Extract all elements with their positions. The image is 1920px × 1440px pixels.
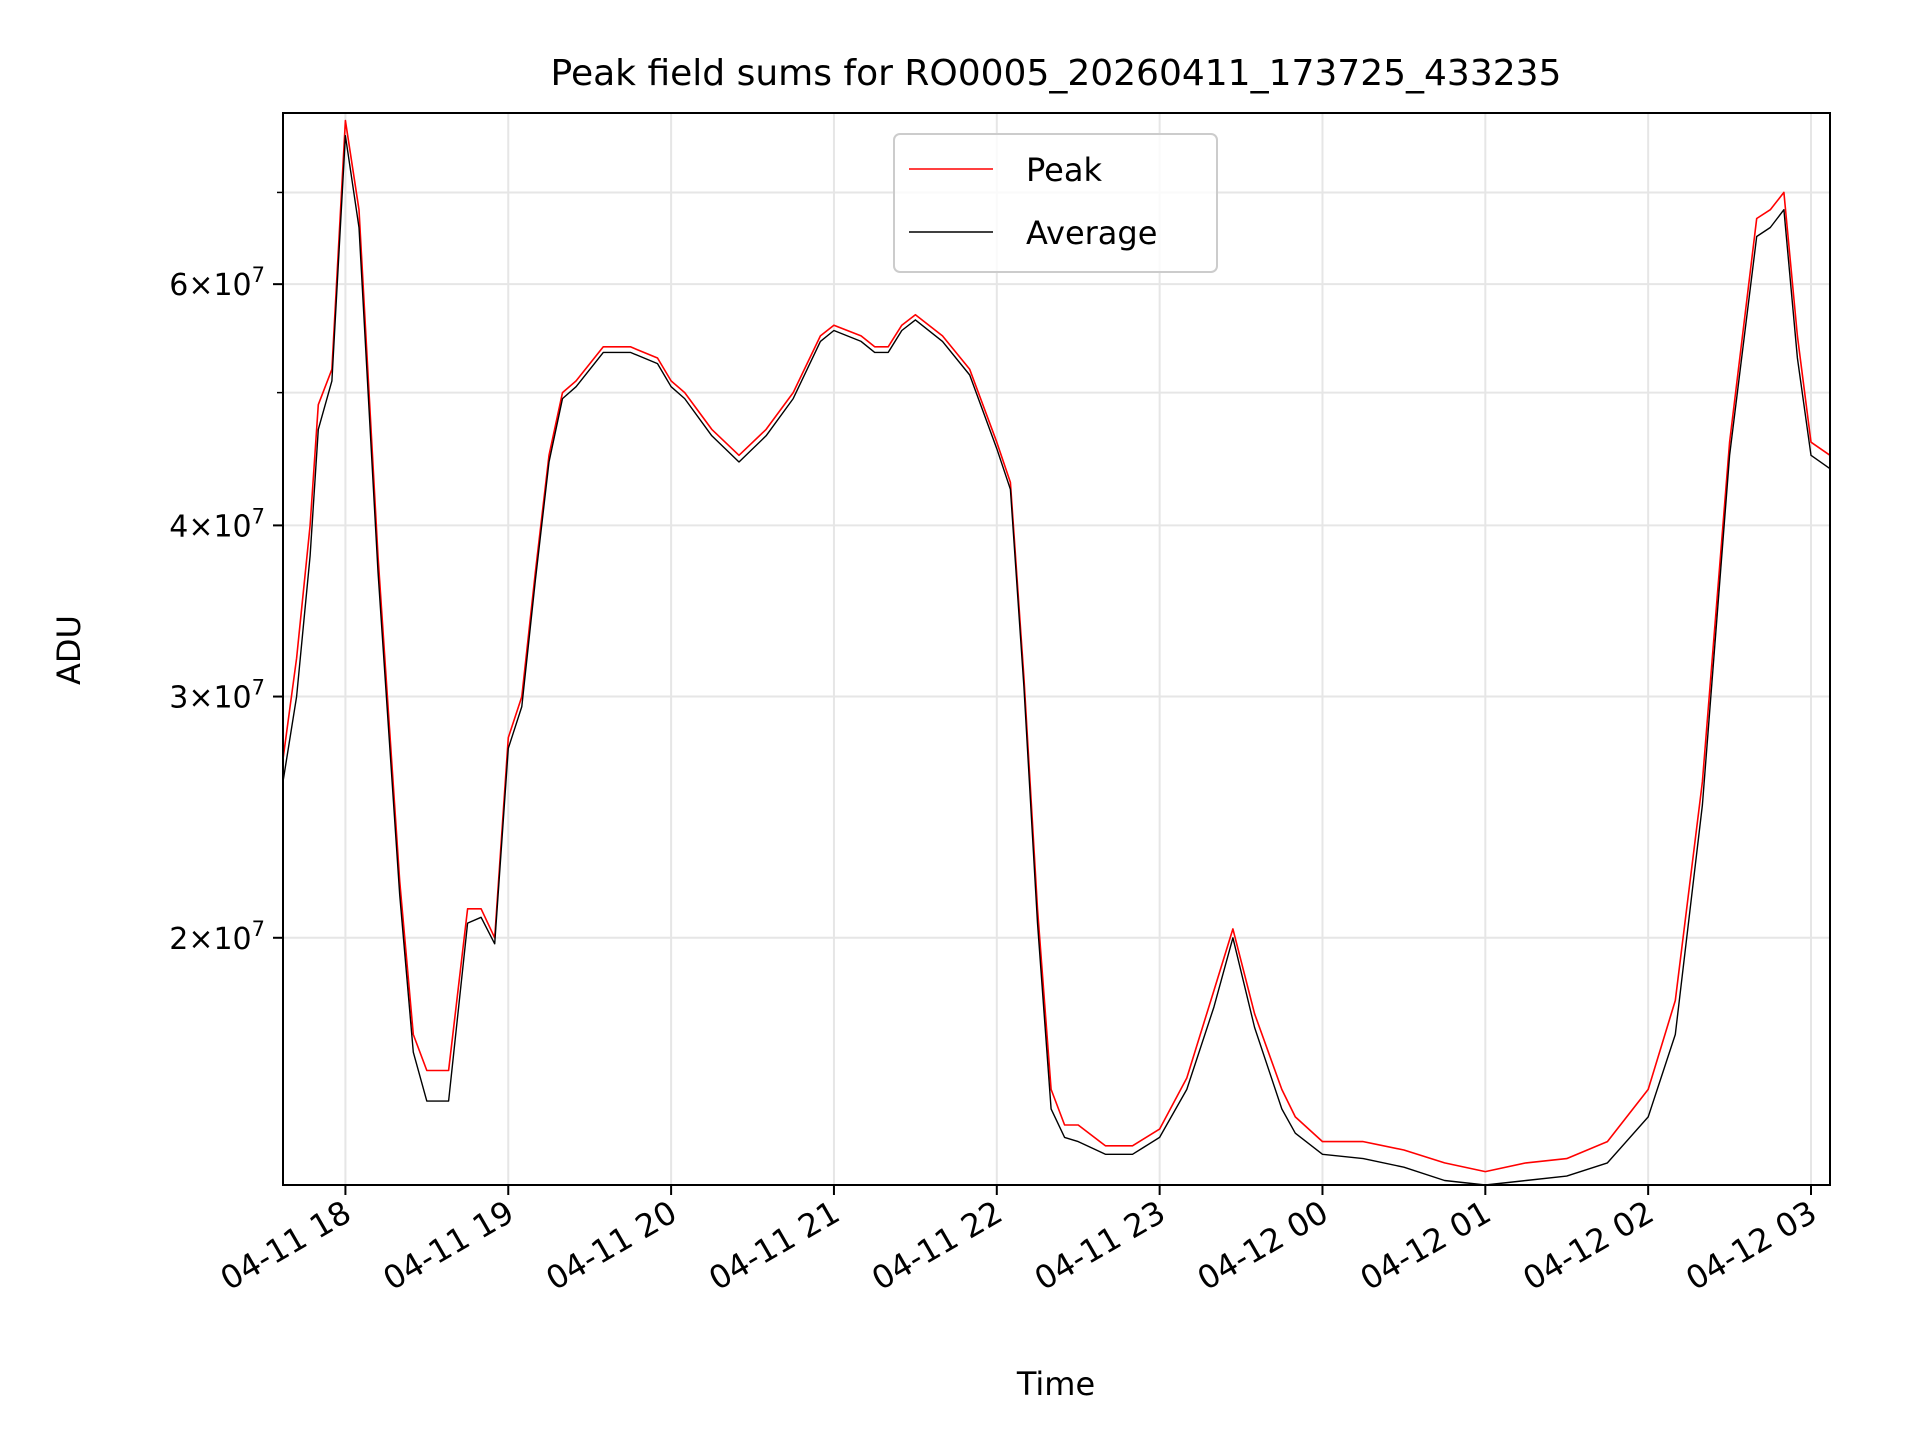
y-tick-exponent: 7 bbox=[252, 504, 265, 528]
y-tick-exponent: 7 bbox=[252, 917, 265, 941]
legend-label-average: Average bbox=[1026, 214, 1157, 252]
series-line-peak bbox=[282, 119, 1831, 1173]
y-tick-mantissa: 2 bbox=[169, 922, 188, 957]
y-tick-mantissa: 6 bbox=[169, 268, 188, 303]
y-tick-label: 4×107 bbox=[169, 504, 265, 544]
legend: Peak Average bbox=[893, 133, 1218, 273]
y-tick-mantissa: 4 bbox=[169, 509, 188, 544]
plot-frame bbox=[282, 112, 1831, 1186]
y-tick-label: 3×107 bbox=[169, 676, 265, 716]
y-tick-exponent: 7 bbox=[252, 676, 265, 700]
y-tick-exponent: 7 bbox=[252, 263, 265, 287]
y-axis-label: ADU bbox=[50, 615, 88, 685]
grid bbox=[283, 113, 1830, 1185]
y-tick-mantissa: 3 bbox=[169, 681, 188, 716]
series-line-average bbox=[282, 134, 1831, 1186]
legend-label-peak: Peak bbox=[1026, 151, 1102, 189]
x-axis-label: Time bbox=[1016, 1365, 1095, 1403]
chart-title: Peak field sums for RO0005_20260411_1737… bbox=[551, 53, 1562, 94]
y-tick-label: 6×107 bbox=[169, 263, 265, 303]
series-layer bbox=[282, 119, 1831, 1186]
y-tick-label: 2×107 bbox=[169, 917, 265, 957]
